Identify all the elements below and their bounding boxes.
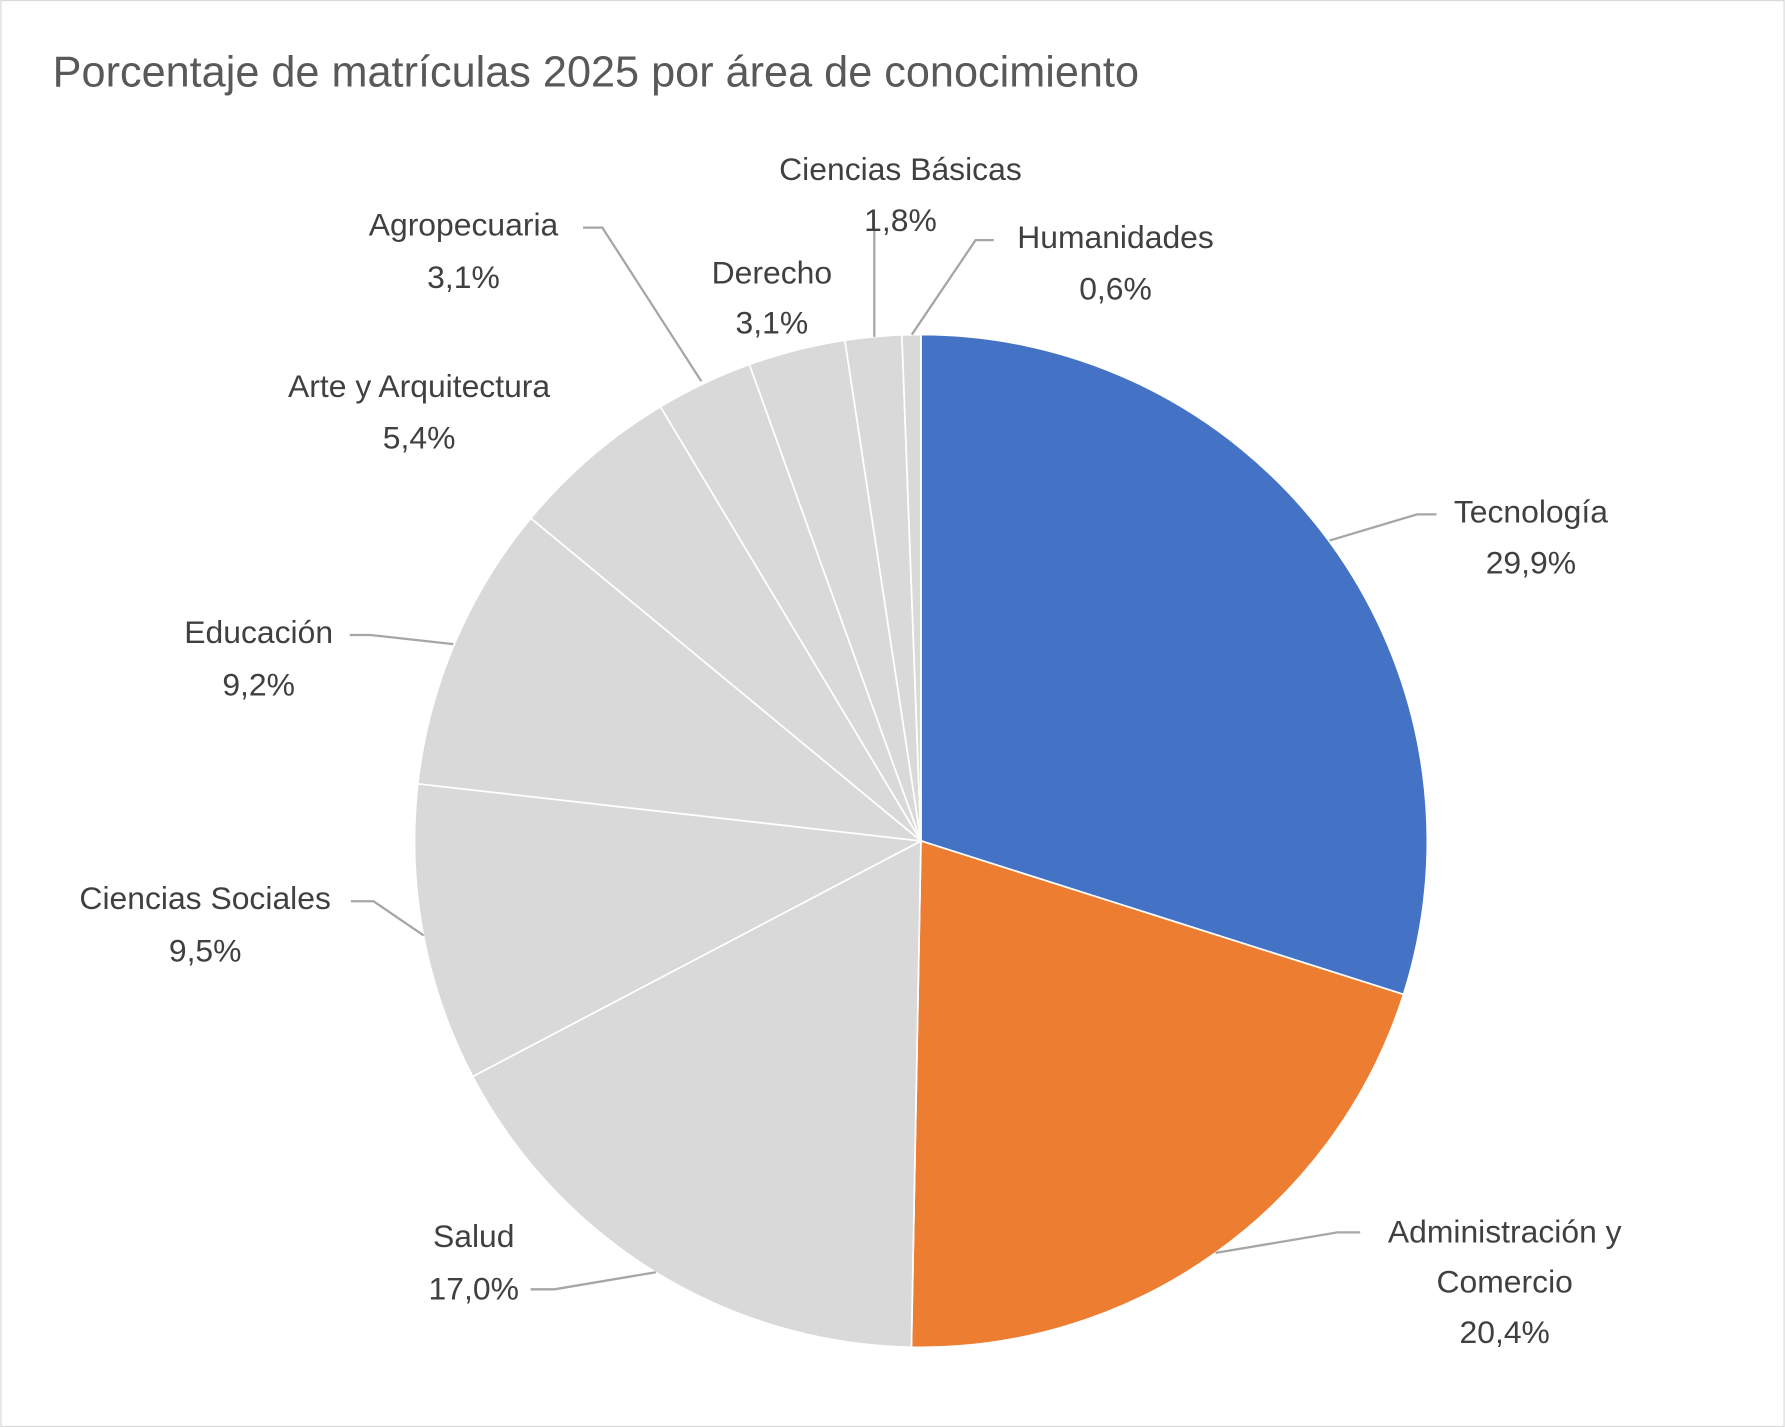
slice-educacion (416, 516, 924, 843)
data-label-value-tecnologia: 29,9% (1486, 545, 1576, 581)
data-label-category-administracion-y-comercio: Administración y (1388, 1214, 1622, 1250)
slice-humanidades (900, 333, 922, 841)
data-label-value-derecho: 3,1% (736, 304, 809, 340)
leader-line-administracion (1215, 1231, 1361, 1255)
data-label-category-ciencias-basicas: Ciencias Básicas (779, 151, 1022, 187)
chart-title: Porcentaje de matrículas 2025 por área d… (53, 48, 1139, 96)
data-label-category-tecnologia: Tecnología (1454, 493, 1608, 529)
data-label-category-ciencias-sociales: Ciencias Sociales (79, 880, 330, 916)
slice-tecnologia (920, 333, 1429, 996)
data-label-value-ciencias-sociales: 9,5% (169, 933, 242, 969)
leader-line-educacion (349, 633, 454, 646)
data-label-category-administracion-y-comercio: Comercio (1437, 1264, 1573, 1300)
data-label-category-humanidades: Humanidades (1017, 219, 1214, 255)
data-label-category-educacion: Educación (184, 614, 333, 650)
data-label-category-salud: Salud (433, 1218, 514, 1254)
slice-arte-y-arquitectura (529, 405, 922, 842)
data-label-category-derecho: Derecho (712, 254, 832, 290)
data-label-category-arte-y-arquitectura: Arte y Arquitectura (288, 368, 550, 404)
leader-line-ciencias-sociales (350, 900, 425, 937)
leader-line-tecnologia (1329, 513, 1437, 542)
leader-line-humanidades (910, 238, 994, 336)
leader-line-salud (530, 1271, 656, 1291)
data-label-value-humanidades: 0,6% (1079, 270, 1152, 306)
data-label-value-ciencias-basicas: 1,8% (864, 202, 937, 238)
data-label-category-agropecuaria: Agropecuaria (369, 207, 559, 243)
data-label-value-agropecuaria: 3,1% (427, 259, 500, 295)
leader-line-agropecuaria (582, 226, 703, 382)
data-label-value-administracion-y-comercio: 20,4% (1460, 1314, 1550, 1350)
data-label-value-educacion: 9,2% (222, 666, 295, 702)
data-label-value-salud: 17,0% (429, 1271, 519, 1307)
data-label-value-arte-y-arquitectura: 5,4% (383, 419, 456, 455)
